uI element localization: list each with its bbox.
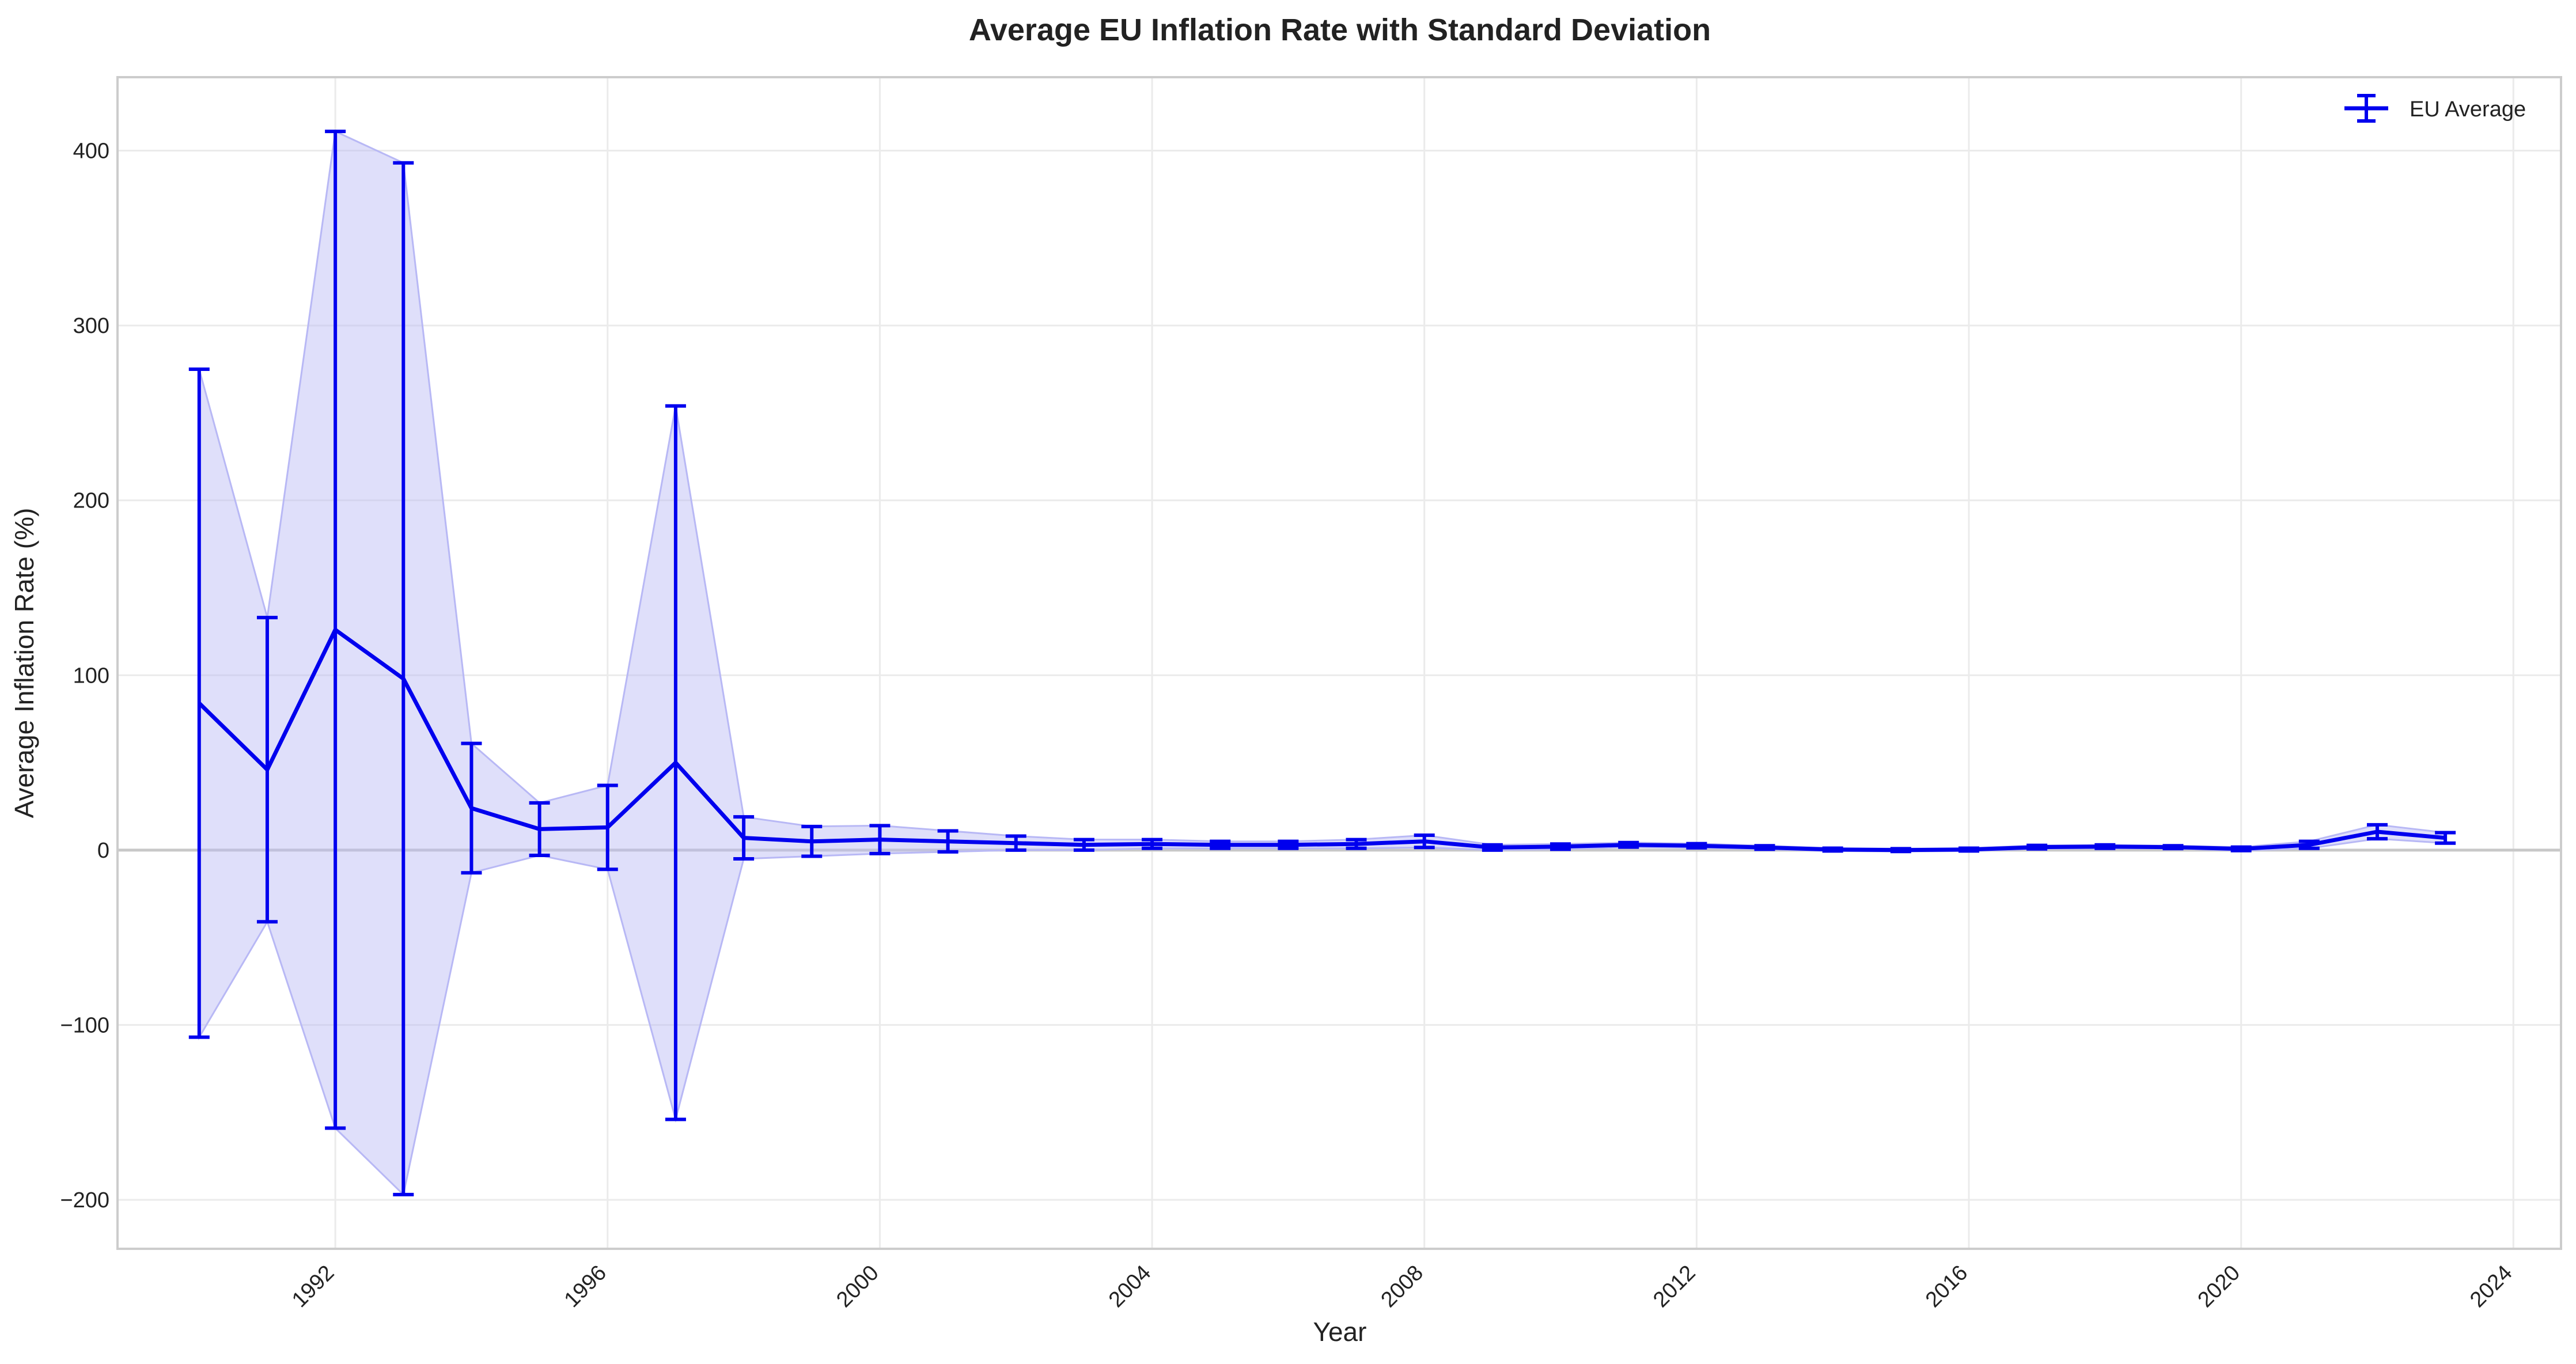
y-tick-label: 400 xyxy=(73,139,109,164)
x-tick-label: 1992 xyxy=(287,1261,339,1312)
chart-title: Average EU Inflation Rate with Standard … xyxy=(969,13,1711,47)
y-axis: −200 −100 0 100 200 300 400 xyxy=(60,139,109,1213)
x-tick-label: 2000 xyxy=(832,1261,883,1312)
y-tick-label: 0 xyxy=(97,839,109,863)
x-tick-label: 2016 xyxy=(1921,1261,1972,1312)
x-tick-label: 2004 xyxy=(1104,1261,1156,1312)
y-tick-label: 300 xyxy=(73,314,109,338)
series-line-eu-average xyxy=(198,627,2446,852)
y-tick-label: 100 xyxy=(73,664,109,688)
y-tick-label: 200 xyxy=(73,489,109,513)
y-tick-label: −200 xyxy=(60,1188,109,1213)
legend-label: EU Average xyxy=(2410,97,2526,122)
x-axis-label: Year xyxy=(1313,1317,1367,1347)
x-tick-label: 1996 xyxy=(560,1261,611,1312)
error-bars xyxy=(188,130,2456,1196)
x-tick-label: 2008 xyxy=(1377,1261,1428,1312)
x-tick-label: 2012 xyxy=(1649,1261,1700,1312)
x-tick-label: 2024 xyxy=(2465,1261,2517,1312)
y-axis-label: Average Inflation Rate (%) xyxy=(9,508,39,819)
plot-background xyxy=(118,77,2561,1249)
error-bar xyxy=(2435,831,2456,845)
x-axis: 1992 1996 2000 2004 2008 2012 2016 2020 2024 xyxy=(287,1261,2517,1312)
plot-frame xyxy=(116,76,2562,1250)
plot-area xyxy=(116,76,2562,1250)
legend: EU Average xyxy=(2344,94,2526,123)
y-tick-label: −100 xyxy=(60,1013,109,1037)
x-tick-label: 2020 xyxy=(2194,1261,2245,1312)
